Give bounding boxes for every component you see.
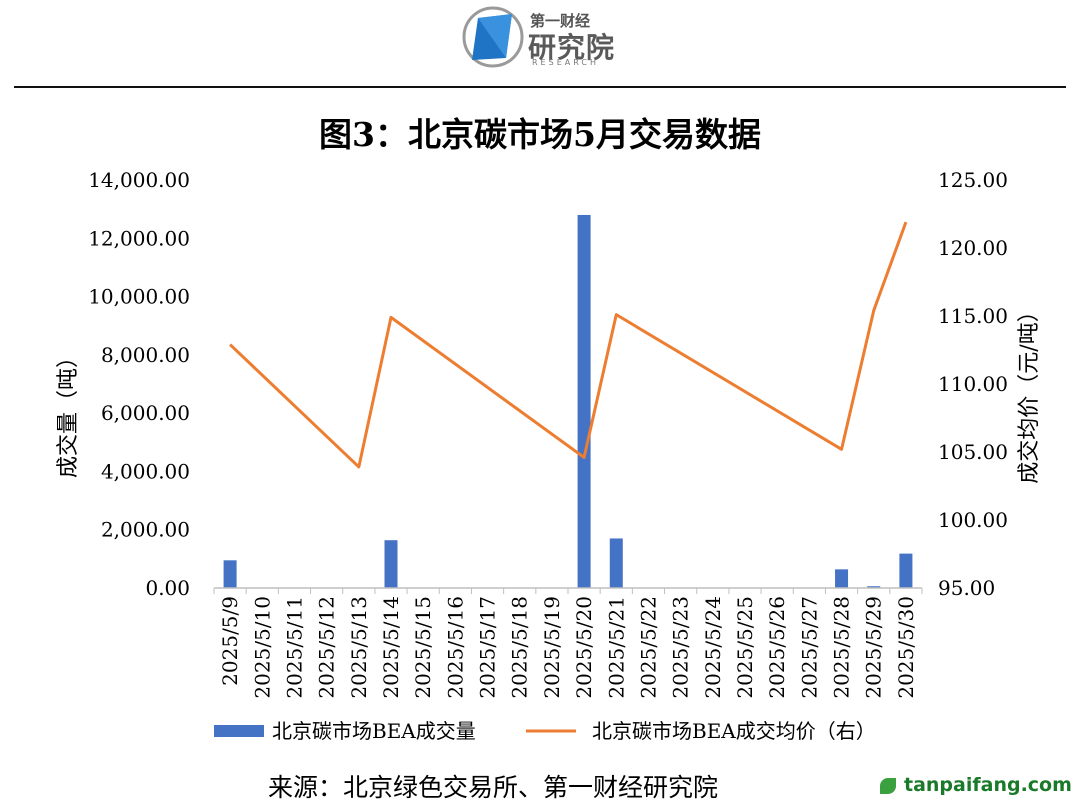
- x-tick-label: 2025/5/29: [862, 596, 886, 699]
- y2-tick-label: 105.00: [938, 440, 1008, 464]
- y2-tick-label: 125.00: [938, 168, 1008, 192]
- logo-text-sub: RESEARCH: [532, 58, 599, 67]
- y-tick-label: 8,000.00: [101, 343, 190, 367]
- logo-text-main: 研究院: [528, 31, 616, 64]
- y-tick-label: 4,000.00: [101, 459, 190, 483]
- x-tick-label: 2025/5/13: [347, 596, 371, 699]
- y2-tick-label: 120.00: [938, 236, 1008, 260]
- y-tick-label: 10,000.00: [88, 285, 190, 309]
- x-tick-label: 2025/5/9: [218, 596, 242, 686]
- y2-tick-label: 100.00: [938, 508, 1008, 532]
- y-tick-label: 6,000.00: [101, 401, 190, 425]
- x-tick-label: 2025/5/21: [604, 596, 628, 699]
- y-tick-label: 12,000.00: [88, 226, 190, 250]
- x-tick-label: 2025/5/23: [669, 596, 693, 699]
- x-tick-label: 2025/5/20: [572, 596, 596, 699]
- bar: [867, 586, 881, 588]
- x-tick-label: 2025/5/15: [411, 596, 435, 699]
- x-tick-label: 2025/5/10: [250, 596, 274, 699]
- source-note: 来源：北京绿色交易所、第一财经研究院: [268, 773, 719, 802]
- x-tick-label: 2025/5/11: [282, 596, 306, 699]
- y-tick-label: 14,000.00: [88, 168, 190, 192]
- x-tick-label: 2025/5/28: [830, 596, 854, 699]
- y2-tick-label: 110.00: [938, 372, 1008, 396]
- bar: [223, 560, 237, 588]
- y-tick-label: 2,000.00: [101, 518, 190, 542]
- logo: 第一财经 研究院 RESEARCH: [462, 4, 622, 70]
- x-tick-label: 2025/5/25: [733, 596, 757, 699]
- y2-axis-label: 成交均价（元/吨）: [1017, 300, 1042, 483]
- leaf-icon: [880, 777, 896, 794]
- x-tick-label: 2025/5/14: [379, 596, 403, 699]
- legend-swatch-bar: [214, 725, 264, 737]
- x-tick-label: 2025/5/12: [315, 596, 339, 699]
- x-tick-label: 2025/5/18: [508, 596, 532, 699]
- logo-icon: [462, 6, 524, 68]
- x-tick-label: 2025/5/27: [797, 596, 821, 699]
- header-divider: [14, 86, 1066, 88]
- y-axis-label: 成交量（吨）: [56, 346, 81, 478]
- x-tick-label: 2025/5/30: [894, 596, 918, 699]
- y2-tick-label: 95.00: [938, 576, 995, 600]
- legend-label-bar: 北京碳市场BEA成交量: [272, 719, 476, 743]
- x-tick-label: 2025/5/24: [701, 596, 725, 699]
- logo-text-top: 第一财经: [530, 12, 591, 30]
- bar: [899, 553, 913, 588]
- x-tick-label: 2025/5/22: [636, 596, 660, 699]
- legend-label-line: 北京碳市场BEA成交均价（右）: [592, 719, 876, 743]
- y2-tick-label: 115.00: [938, 304, 1008, 328]
- watermark: tanpaifang.com: [880, 774, 1072, 796]
- bar: [384, 540, 398, 588]
- bar: [577, 214, 591, 588]
- x-tick-label: 2025/5/16: [443, 596, 467, 699]
- bar: [609, 538, 623, 588]
- x-tick-label: 2025/5/17: [476, 596, 500, 699]
- y-tick-label: 0.00: [145, 576, 190, 600]
- bar: [835, 569, 849, 588]
- x-tick-label: 2025/5/19: [540, 596, 564, 699]
- price-line: [229, 221, 908, 469]
- x-tick-label: 2025/5/26: [765, 596, 789, 699]
- chart-title: 图3：北京碳市场5月交易数据: [319, 115, 761, 154]
- watermark-text: tanpaifang.com: [904, 774, 1072, 796]
